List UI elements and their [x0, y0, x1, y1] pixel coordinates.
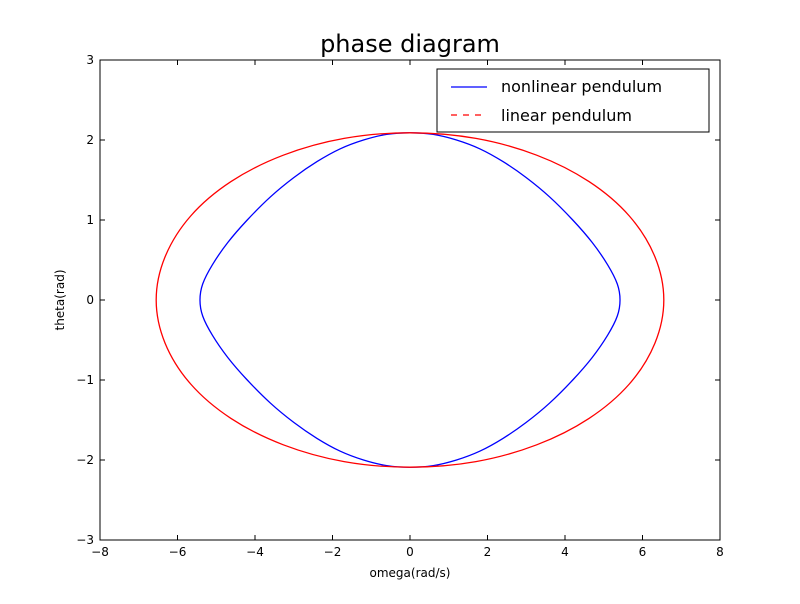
x-tick-label: 4: [561, 545, 569, 559]
y-tick-label: 3: [86, 53, 94, 67]
x-tick-label: 6: [639, 545, 647, 559]
plot-area: [100, 60, 720, 540]
y-tick-label: 0: [86, 293, 94, 307]
legend-label-nonlinear-pendulum: nonlinear pendulum: [501, 77, 662, 96]
y-tick-label: −2: [76, 453, 94, 467]
x-tick-label: 8: [716, 545, 724, 559]
series-line-linear-pendulum: [155, 132, 665, 468]
curves-group: [155, 132, 665, 468]
x-tick-label: −4: [246, 545, 264, 559]
x-axis-label: omega(rad/s): [370, 566, 451, 580]
y-tick-label: 2: [86, 133, 94, 147]
x-tick-label: 2: [484, 545, 492, 559]
legend-box: [436, 68, 710, 133]
ticks-group: −8 −6 −4 −2 0 2 4 6 8 −3 −2 −1 0 1 2 3: [76, 53, 724, 559]
x-tick-label: −8: [91, 545, 109, 559]
x-tick-label: −2: [324, 545, 342, 559]
y-tick-label: 1: [86, 213, 94, 227]
y-tick-label: −3: [76, 533, 94, 547]
chart-title: phase diagram: [320, 30, 500, 58]
legend: nonlinear pendulum linear pendulum: [436, 68, 710, 133]
legend-label-linear-pendulum: linear pendulum: [501, 106, 632, 125]
x-tick-label: −6: [169, 545, 187, 559]
x-tick-label: 0: [406, 545, 414, 559]
y-axis-label: theta(rad): [53, 269, 67, 330]
y-tick-label: −1: [76, 373, 94, 387]
